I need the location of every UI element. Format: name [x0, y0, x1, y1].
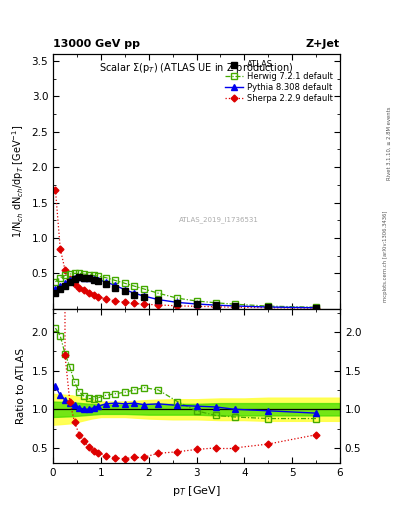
Text: mcplots.cern.ch [arXiv:1306.3436]: mcplots.cern.ch [arXiv:1306.3436] [383, 210, 388, 302]
Y-axis label: Ratio to ATLAS: Ratio to ATLAS [16, 348, 26, 424]
Text: Scalar $\Sigma$(p$_T$) (ATLAS UE in Z production): Scalar $\Sigma$(p$_T$) (ATLAS UE in Z pr… [99, 61, 294, 75]
Text: ATLAS_2019_I1736531: ATLAS_2019_I1736531 [179, 216, 259, 223]
Text: Rivet 3.1.10, ≥ 2.8M events: Rivet 3.1.10, ≥ 2.8M events [387, 106, 392, 180]
Legend: ATLAS, Herwig 7.2.1 default, Pythia 8.308 default, Sherpa 2.2.9 default: ATLAS, Herwig 7.2.1 default, Pythia 8.30… [222, 58, 336, 105]
Text: 13000 GeV pp: 13000 GeV pp [53, 38, 140, 49]
X-axis label: p$_T$ [GeV]: p$_T$ [GeV] [172, 484, 221, 498]
Text: Z+Jet: Z+Jet [306, 38, 340, 49]
Y-axis label: 1/N$_{ch}$ dN$_{ch}$/dp$_T$ [GeV$^{-1}$]: 1/N$_{ch}$ dN$_{ch}$/dp$_T$ [GeV$^{-1}$] [10, 125, 26, 238]
